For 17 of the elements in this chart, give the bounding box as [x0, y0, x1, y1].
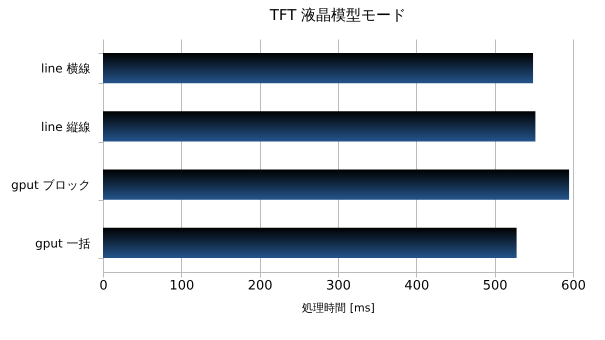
- x-tick-label: 100: [169, 278, 194, 294]
- x-tick-label: 300: [326, 278, 351, 294]
- x-tick-label: 0: [99, 278, 108, 294]
- y-tick-label: gput 一括: [35, 236, 90, 250]
- x-tick-label: 500: [482, 278, 508, 294]
- y-tick-label: line 縦線: [41, 120, 90, 134]
- chart-title: TFT 液晶模型モード: [268, 6, 406, 24]
- x-tick-label: 600: [561, 278, 586, 294]
- y-tick-label: gput ブロック: [11, 178, 90, 192]
- bar: [103, 169, 570, 200]
- x-axis-title: 処理時間 [ms]: [302, 302, 375, 314]
- x-tick-label: 400: [404, 278, 430, 294]
- y-tick-label: line 横線: [41, 62, 90, 76]
- bar: [103, 52, 534, 84]
- x-tick-label: 200: [248, 278, 273, 294]
- bar: [103, 111, 536, 142]
- bar: [103, 228, 517, 258]
